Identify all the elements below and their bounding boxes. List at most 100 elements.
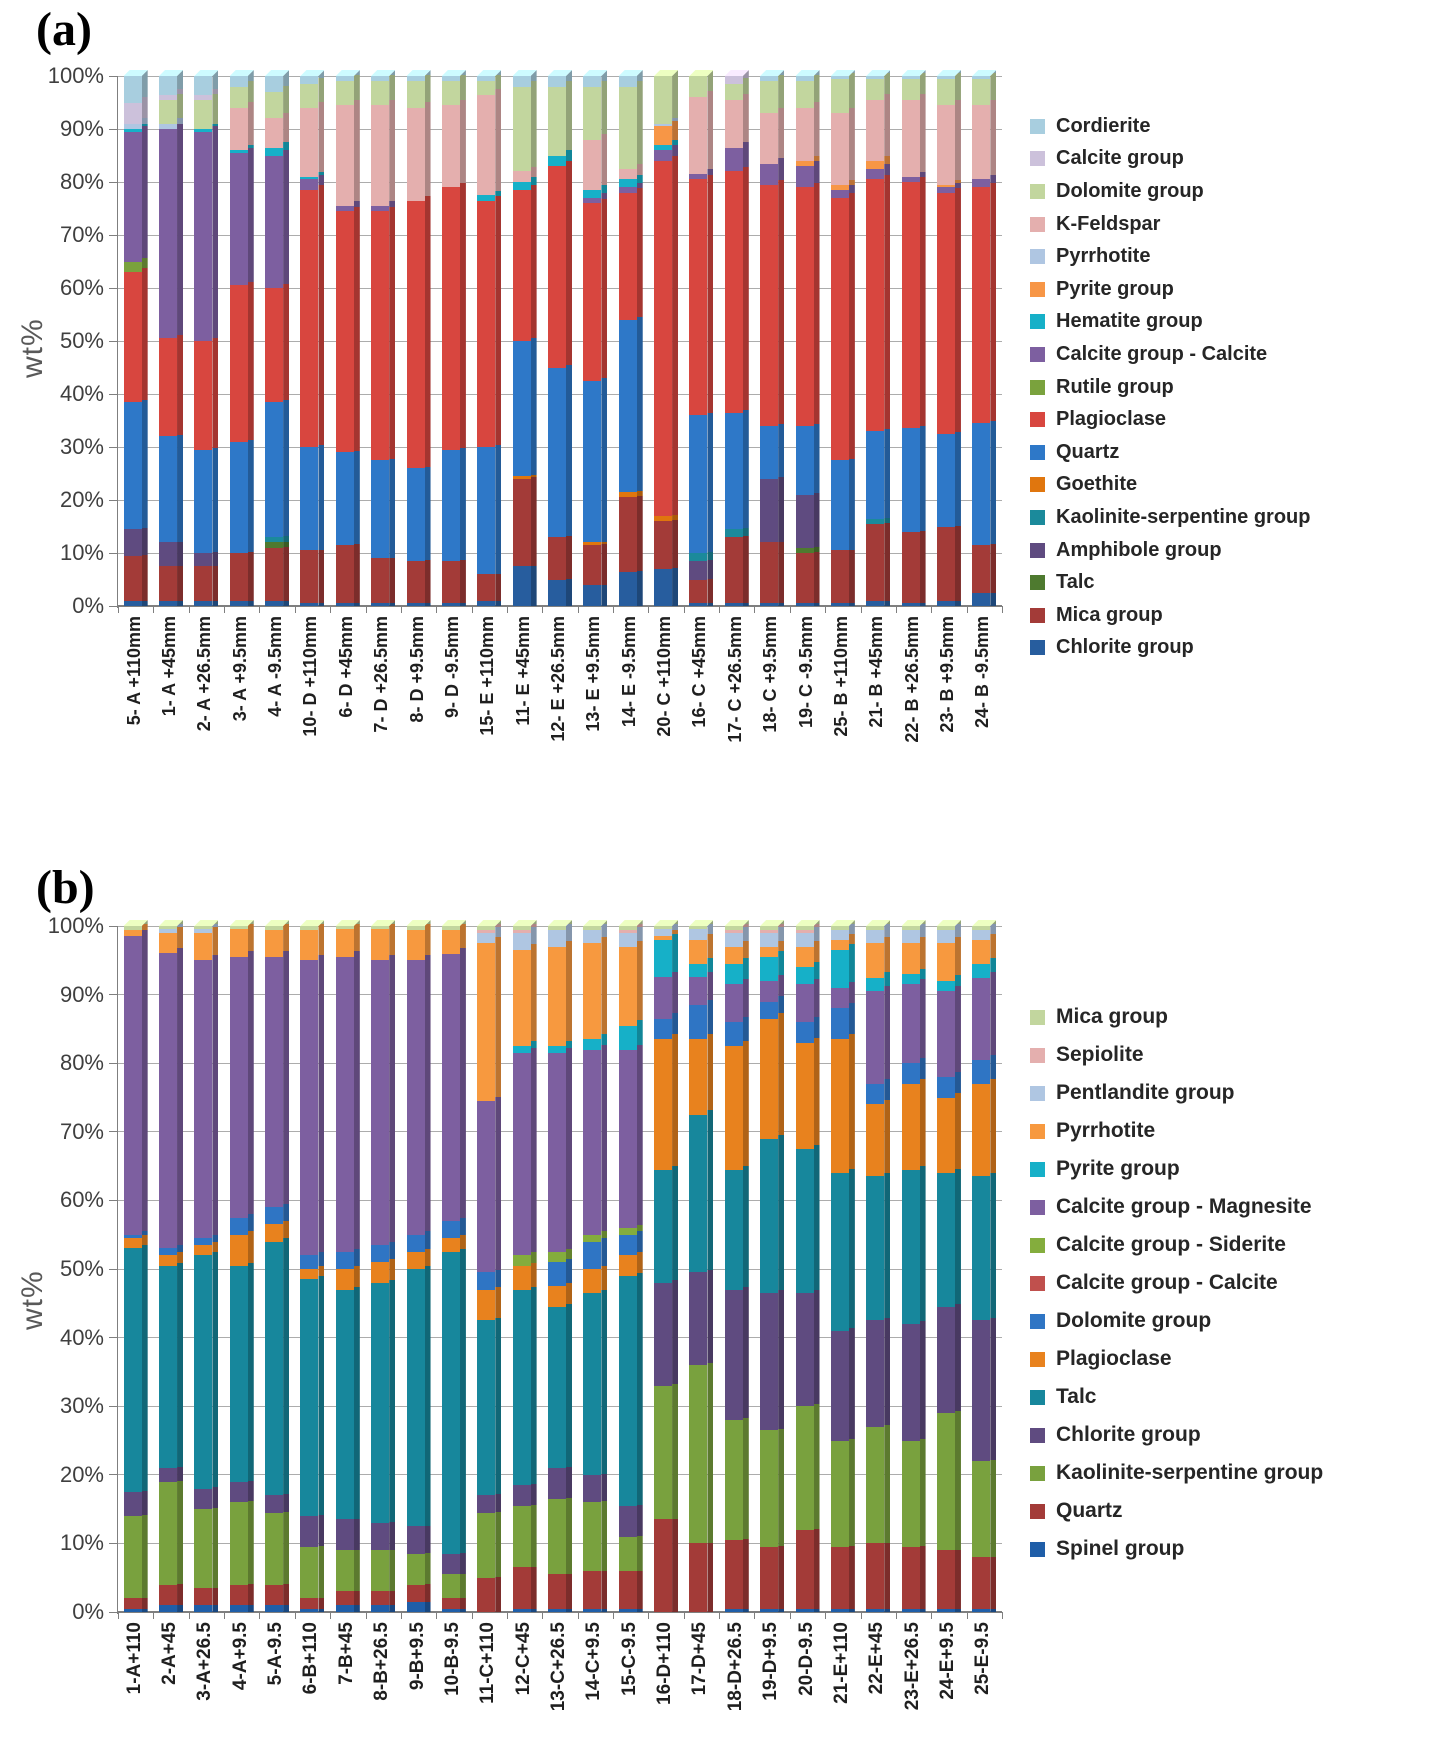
x-category-label: 19-D+9.5 <box>760 1622 782 1701</box>
legend-item: Sepiolite <box>1030 1036 1323 1074</box>
bar-top-face <box>265 920 290 926</box>
bar-segment <box>123 129 142 132</box>
x-axis-tick <box>754 606 756 613</box>
bar-segment-side <box>389 458 396 558</box>
bar-segment <box>901 76 920 79</box>
x-axis-tick <box>471 1612 473 1619</box>
bar-segment <box>194 960 213 1239</box>
legend-swatch <box>1030 249 1045 265</box>
bar-segment <box>689 560 708 580</box>
bar-segment <box>441 1574 460 1599</box>
bar-segment <box>724 529 743 538</box>
bar-segment-side <box>601 185 608 194</box>
bar-segment-side <box>318 923 325 955</box>
bar <box>795 920 820 1612</box>
bar-segment <box>123 600 142 606</box>
y-tick-label: 80% <box>59 1050 104 1076</box>
bar-segment <box>795 1042 814 1149</box>
bar-front-face <box>901 926 920 1612</box>
bar-front-face <box>548 926 566 1612</box>
bar-segment <box>618 179 637 188</box>
bar-segment-side <box>636 1252 643 1273</box>
bar-segment-side <box>601 1473 608 1502</box>
bar-top-face <box>229 920 254 926</box>
bar-segment-side <box>707 552 714 561</box>
bar <box>512 920 537 1612</box>
bar-segment-side <box>919 937 926 969</box>
bar-segment <box>795 1149 814 1294</box>
bar-segment <box>229 86 248 108</box>
x-category-label: 19- C -9.5mm <box>795 616 816 729</box>
bar-segment <box>406 1601 425 1612</box>
bar-segment <box>441 76 460 82</box>
x-axis-tick <box>542 1612 544 1619</box>
bar-segment <box>795 932 814 947</box>
bar-segment-side <box>424 102 431 196</box>
x-axis-tick <box>259 1612 261 1619</box>
bar-segment-side <box>778 107 785 159</box>
bar-segment-side <box>636 490 643 497</box>
bar-segment <box>972 977 991 1060</box>
legend-swatch <box>1030 444 1045 460</box>
bar-top-face <box>159 70 184 76</box>
bar-segment-side <box>848 549 855 604</box>
bar-segment <box>194 566 213 601</box>
bar-segment-side <box>884 1608 891 1612</box>
bar-segment <box>654 929 673 937</box>
legend-label: Quartz <box>1056 440 1120 463</box>
bar-segment <box>866 431 885 519</box>
bar-segment-side <box>247 80 254 103</box>
bar-segment <box>866 977 885 992</box>
bar-side-face <box>353 920 360 1612</box>
bar-segment <box>724 946 743 964</box>
x-axis-tick <box>542 606 544 613</box>
y-axis-tick <box>109 1337 118 1339</box>
bar-segment-side <box>813 978 820 1017</box>
bar-segment <box>936 78 955 106</box>
bar-segment <box>371 211 390 461</box>
x-axis-tick <box>400 1612 402 1619</box>
bar-segment-side <box>778 1013 785 1135</box>
bar-segment-side <box>742 1041 749 1166</box>
bar-segment-side <box>247 439 254 553</box>
bar-segment-side <box>566 1304 572 1467</box>
bar-segment-side <box>707 174 714 414</box>
bar-segment-side <box>778 1608 785 1612</box>
bar <box>265 920 290 1612</box>
legend-item: Dolomite group <box>1030 175 1310 208</box>
bar-front-face <box>194 926 213 1612</box>
bar-segment-side <box>247 951 254 1215</box>
bar-segment <box>724 929 743 933</box>
bar-segment <box>512 929 531 933</box>
legend-item: Calcite group - Magnesite <box>1030 1188 1323 1226</box>
bar-segment <box>229 107 248 151</box>
bar-segment-side <box>141 555 148 601</box>
bar-segment-side <box>177 88 184 95</box>
bar-segment-side <box>212 565 219 601</box>
bar-segment-side <box>566 364 572 537</box>
bar-segment <box>265 147 284 156</box>
bar-segment <box>689 179 708 416</box>
bar-segment <box>901 531 920 604</box>
y-axis-tick <box>109 1062 118 1064</box>
bar <box>300 70 325 606</box>
bar-segment <box>795 984 814 1023</box>
bar-segment <box>936 526 955 601</box>
bar-segment <box>760 603 779 606</box>
bar-side-face <box>283 920 290 1612</box>
bar-segment <box>724 932 743 947</box>
bar-segment <box>229 956 248 1218</box>
bar-segment <box>300 107 319 177</box>
bar-segment <box>936 1306 955 1414</box>
legend-swatch <box>1030 542 1045 558</box>
bar-segment-side <box>919 1546 926 1609</box>
bar-segment-side <box>601 1570 608 1609</box>
y-axis-tick <box>109 1474 118 1476</box>
bar-segment-side <box>141 123 148 127</box>
bar-segment-side <box>495 1577 502 1612</box>
legend-item: Dolomite group <box>1030 1302 1323 1340</box>
bar-segment-side <box>283 70 290 87</box>
x-axis-tick <box>789 606 791 613</box>
bar-segment-side <box>177 1262 184 1467</box>
bar-segment <box>972 1608 991 1612</box>
